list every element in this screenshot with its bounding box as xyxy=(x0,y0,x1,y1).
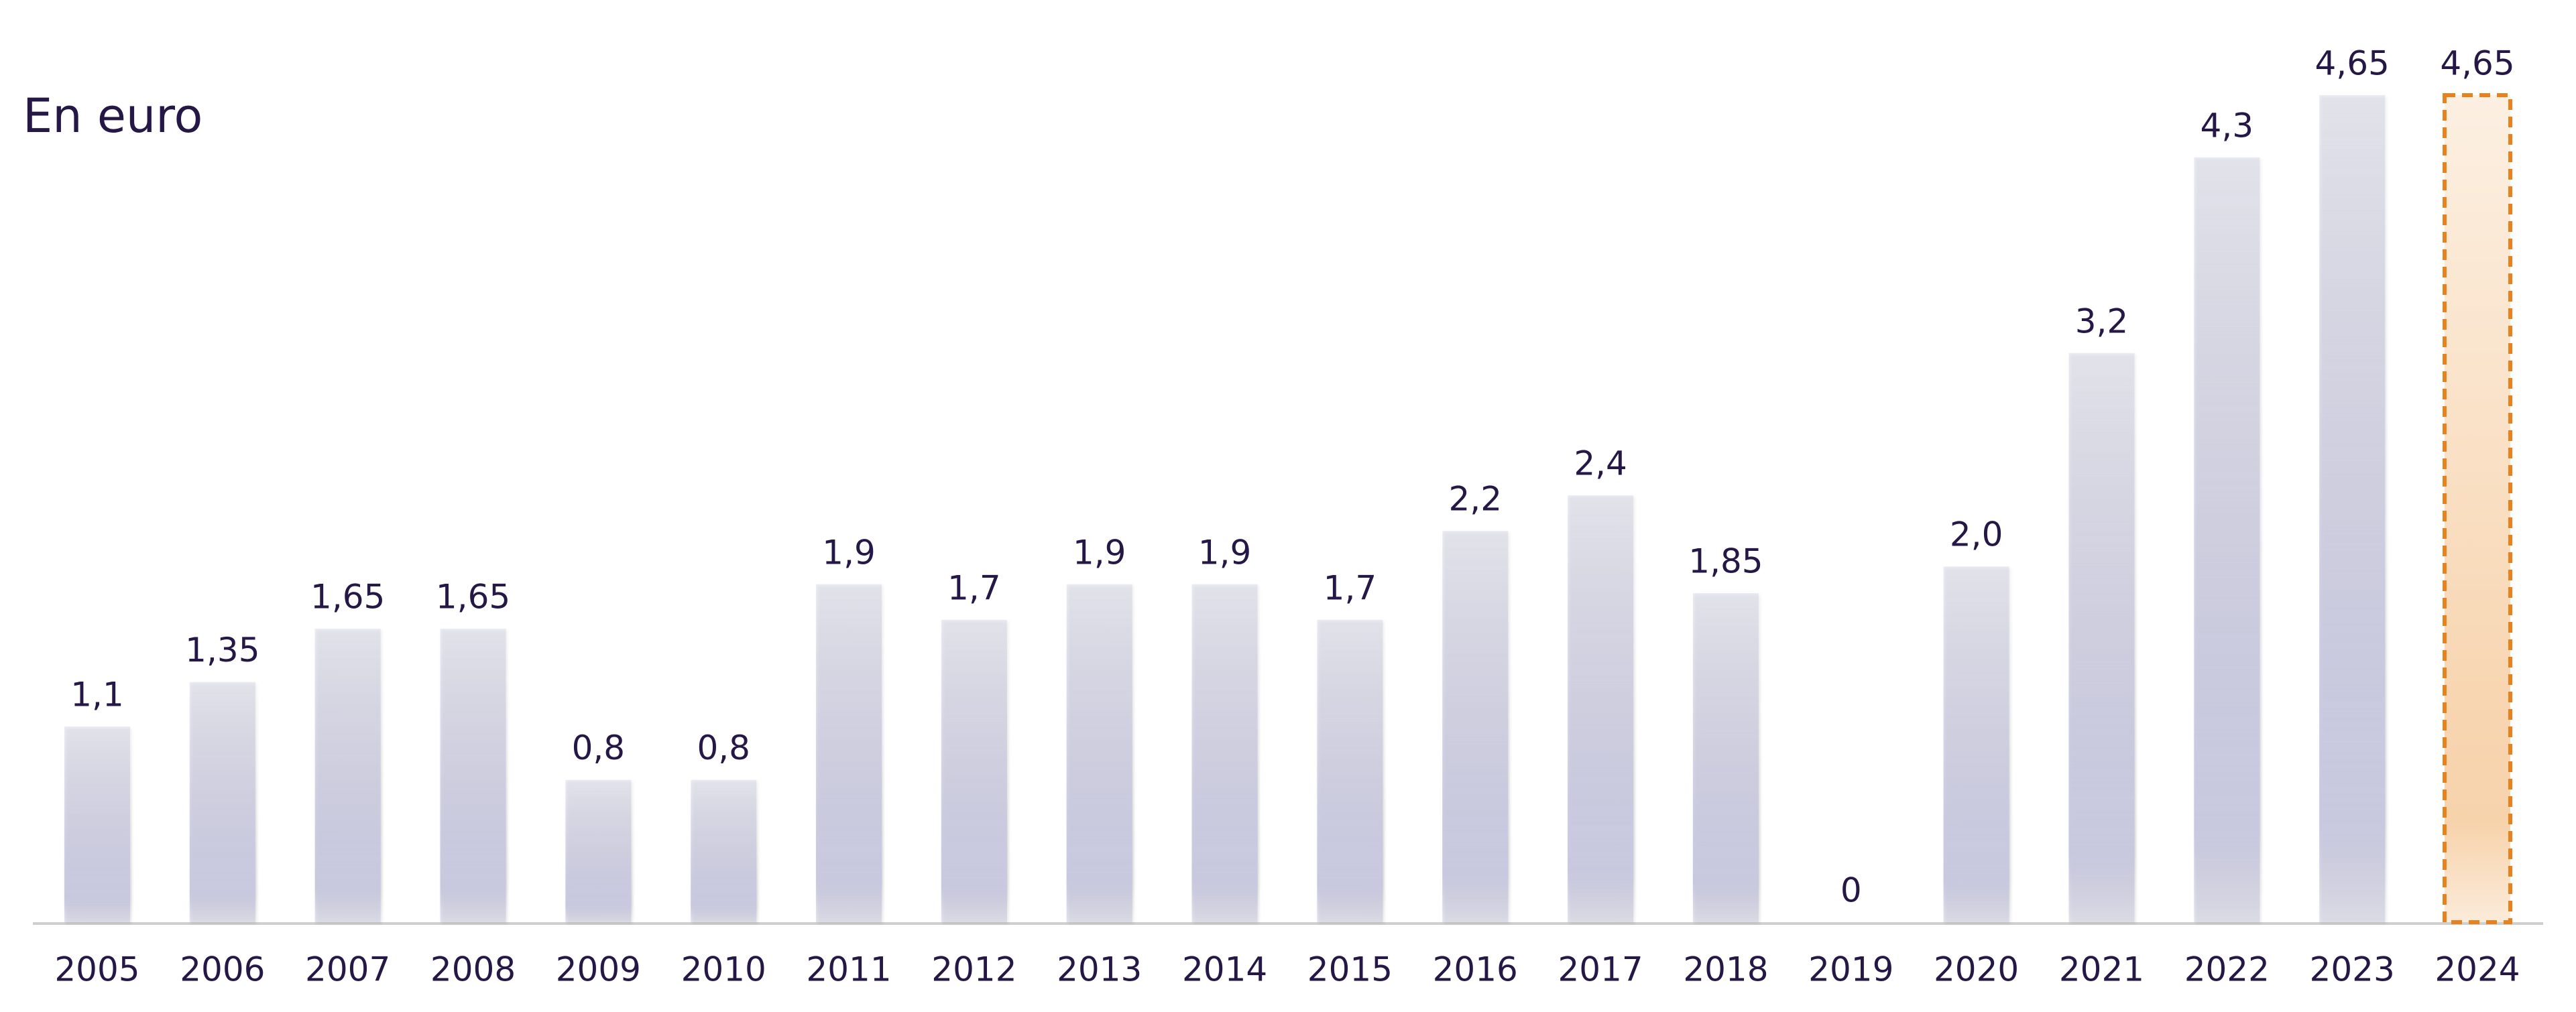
value-label: 1,9 xyxy=(1198,533,1252,572)
x-tick-label: 2007 xyxy=(305,950,390,989)
value-label: 2,2 xyxy=(1448,480,1502,519)
x-tick-label: 2022 xyxy=(2184,950,2270,989)
x-tick-label: 2014 xyxy=(1182,950,1267,989)
x-tick-label: 2010 xyxy=(681,950,766,989)
bar xyxy=(440,629,506,922)
x-tick-label: 2006 xyxy=(180,950,265,989)
value-label: 1,9 xyxy=(1073,533,1126,572)
value-label: 1,65 xyxy=(436,578,510,617)
x-tick-label: 2008 xyxy=(430,950,516,989)
bar xyxy=(2443,93,2512,924)
bar xyxy=(314,629,381,922)
x-tick-label: 2015 xyxy=(1307,950,1393,989)
bar xyxy=(1568,495,1634,922)
bar xyxy=(691,779,757,922)
x-tick-label: 2021 xyxy=(2059,950,2144,989)
value-label: 1,85 xyxy=(1688,542,1763,581)
x-tick-label: 2019 xyxy=(1808,950,1893,989)
value-label: 2,4 xyxy=(1574,444,1627,483)
value-label: 1,35 xyxy=(185,631,259,670)
bar xyxy=(1943,566,2009,922)
bar xyxy=(2319,95,2386,922)
bar xyxy=(1191,584,1258,922)
bar xyxy=(2194,157,2260,922)
x-tick-label: 2012 xyxy=(931,950,1016,989)
bar xyxy=(1317,619,1383,922)
bar xyxy=(565,779,632,922)
value-label: 1,65 xyxy=(310,578,385,617)
bar xyxy=(189,682,255,922)
value-label: 0,8 xyxy=(572,729,626,767)
bar xyxy=(64,726,130,922)
value-label: 1,9 xyxy=(822,533,876,572)
value-label: 4,65 xyxy=(2315,44,2389,83)
value-label: 4,3 xyxy=(2201,106,2254,145)
chart-subtitle: En euro xyxy=(23,88,202,143)
value-label: 2,0 xyxy=(1950,515,2003,554)
x-tick-label: 2011 xyxy=(806,950,891,989)
x-tick-label: 2017 xyxy=(1558,950,1643,989)
x-tick-label: 2016 xyxy=(1433,950,1518,989)
bar xyxy=(941,619,1007,922)
x-tick-label: 2009 xyxy=(556,950,641,989)
bar xyxy=(1066,584,1132,922)
value-label: 0 xyxy=(1840,871,1862,910)
x-tick-label: 2024 xyxy=(2435,950,2520,989)
bar xyxy=(1442,531,1509,922)
x-tick-label: 2020 xyxy=(1934,950,2019,989)
value-label: 1,1 xyxy=(70,676,124,714)
value-label: 1,7 xyxy=(947,568,1001,607)
x-tick-label: 2005 xyxy=(54,950,139,989)
value-label: 4,65 xyxy=(2440,44,2514,83)
value-label: 1,7 xyxy=(1324,568,1377,607)
x-tick-label: 2018 xyxy=(1683,950,1768,989)
x-tick-label: 2023 xyxy=(2310,950,2395,989)
bar xyxy=(816,584,882,922)
value-label: 3,2 xyxy=(2075,302,2129,340)
bar xyxy=(1692,593,1759,922)
bar xyxy=(2068,353,2135,922)
x-tick-label: 2013 xyxy=(1057,950,1142,989)
value-label: 0,8 xyxy=(697,729,750,767)
